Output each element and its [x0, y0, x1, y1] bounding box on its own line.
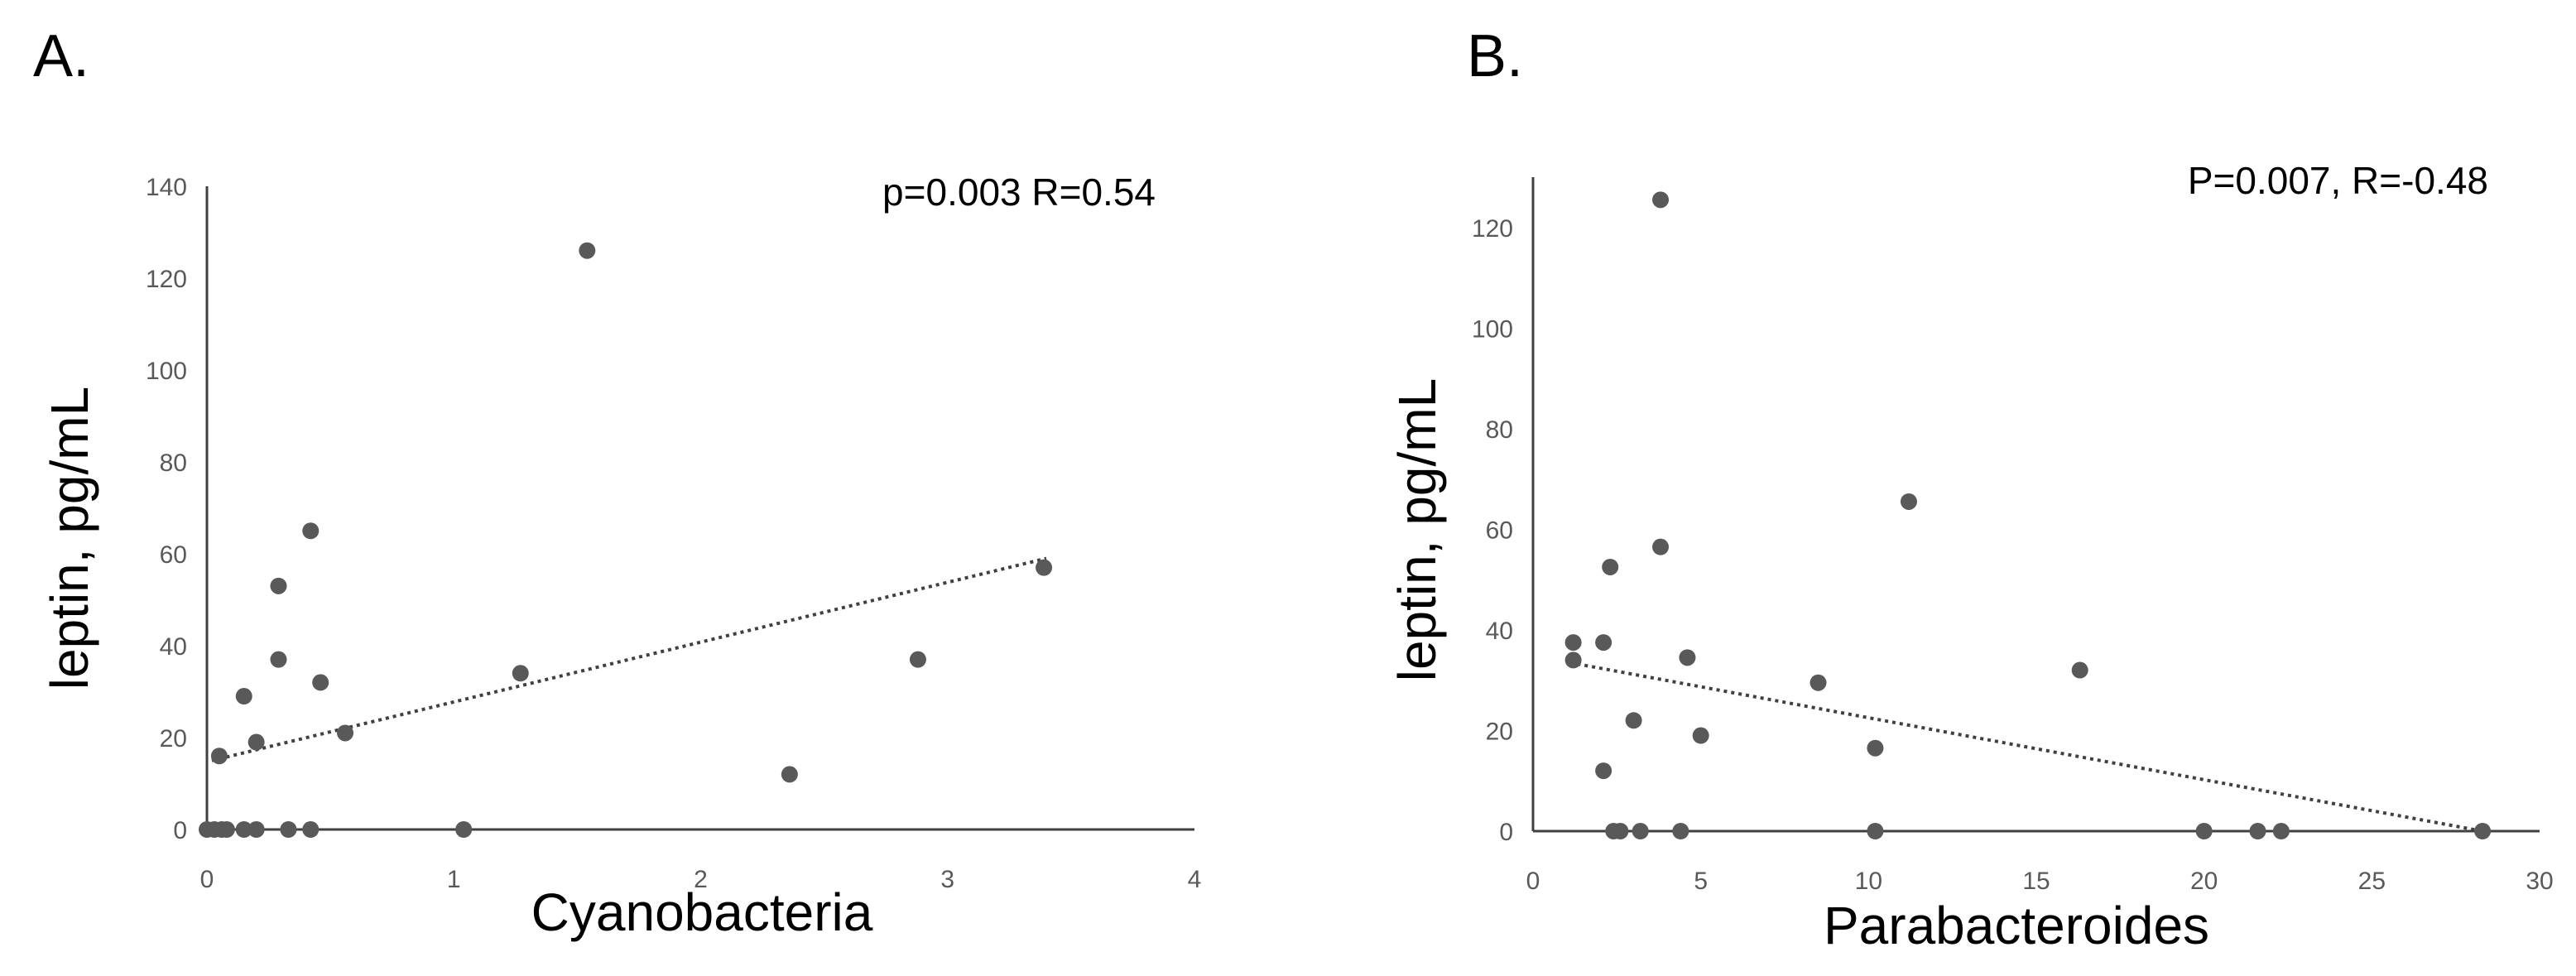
panel-a-points — [199, 242, 1053, 838]
data-point — [579, 242, 596, 259]
y-tick-label: 0 — [173, 817, 187, 844]
x-tick-label: 20 — [2190, 868, 2218, 895]
y-tick-label: 80 — [160, 450, 187, 477]
data-point — [1867, 739, 1884, 757]
data-point — [1036, 559, 1053, 576]
data-point — [1632, 823, 1649, 839]
y-tick-label: 120 — [146, 266, 187, 293]
y-tick-label: 0 — [1499, 819, 1513, 846]
data-point — [302, 821, 320, 838]
data-point — [1809, 674, 1827, 691]
panel-b-ylabel: leptin, pg/mL — [1387, 378, 1447, 681]
data-point — [1867, 823, 1884, 839]
data-point — [1692, 727, 1709, 744]
data-point — [2272, 823, 2290, 839]
panel-a-xlabel: Cyanobacteria — [531, 882, 873, 942]
data-point — [1672, 823, 1689, 839]
panel-b-trendline — [1569, 661, 2483, 833]
data-point — [2071, 661, 2088, 679]
panel-b: B. P=0.007, R=-0.48 leptin, pg/mL Paraba… — [1387, 23, 2554, 955]
y-tick-label: 60 — [1486, 517, 1513, 544]
x-tick-label: 10 — [1855, 868, 1882, 895]
data-point — [235, 688, 252, 705]
data-point — [2474, 823, 2492, 839]
data-point — [312, 674, 329, 691]
y-tick-label: 100 — [1472, 315, 1513, 343]
panel-b-annotation: P=0.007, R=-0.48 — [2188, 159, 2488, 202]
y-tick-label: 120 — [1472, 215, 1513, 243]
x-tick-label: 4 — [1188, 866, 1202, 893]
panel-a-y-ticks: 0 20 40 60 80 100 120 140 — [146, 174, 187, 844]
data-point — [512, 665, 529, 682]
x-tick-label: 1 — [447, 866, 461, 893]
data-point — [1679, 649, 1696, 666]
panel-b-x-ticks: 0 5 10 15 20 25 30 — [1526, 868, 2554, 895]
data-point — [248, 733, 265, 751]
panel-a-annotation: p=0.003 R=0.54 — [882, 171, 1156, 214]
panel-a-x-ticks: 0 1 2 3 4 — [200, 866, 1202, 893]
y-tick-label: 100 — [146, 358, 187, 385]
data-point — [210, 748, 228, 765]
x-tick-label: 5 — [1694, 868, 1708, 895]
x-tick-label: 25 — [2358, 868, 2386, 895]
data-point — [1602, 558, 1619, 575]
y-tick-label: 20 — [160, 725, 187, 752]
panel-a-label: A. — [33, 23, 89, 89]
y-tick-label: 40 — [1486, 618, 1513, 645]
panel-b-xlabel: Parabacteroides — [1824, 896, 2209, 955]
data-point — [248, 821, 265, 838]
panel-a: A. p=0.003 R=0.54 leptin, pg/mL Cyanobac… — [33, 23, 1201, 942]
data-point — [235, 821, 252, 838]
x-tick-label: 3 — [940, 866, 954, 893]
y-tick-label: 40 — [160, 633, 187, 661]
data-point — [1652, 538, 1670, 555]
data-point — [280, 821, 297, 838]
y-tick-label: 60 — [160, 541, 187, 569]
x-tick-label: 0 — [200, 866, 214, 893]
panel-b-label: B. — [1467, 23, 1523, 89]
data-point — [1595, 762, 1612, 780]
data-point — [270, 577, 287, 594]
data-point — [2249, 823, 2266, 839]
panel-b-y-ticks: 0 20 40 60 80 100 120 — [1472, 215, 1513, 846]
data-point — [1625, 712, 1642, 729]
data-point — [302, 522, 320, 540]
data-point — [1564, 634, 1582, 651]
data-point — [1595, 634, 1612, 651]
data-point — [1564, 651, 1582, 669]
data-point — [2195, 823, 2213, 839]
x-tick-label: 2 — [694, 866, 708, 893]
y-tick-label: 140 — [146, 174, 187, 201]
data-point — [909, 651, 926, 668]
data-point — [218, 821, 235, 838]
panel-b-points — [1564, 191, 2492, 839]
data-point — [455, 821, 473, 838]
data-point — [1612, 823, 1629, 839]
data-point — [270, 651, 287, 668]
data-point — [1652, 191, 1670, 209]
data-point — [781, 766, 798, 783]
x-tick-label: 0 — [1526, 868, 1540, 895]
y-tick-label: 80 — [1486, 416, 1513, 444]
x-tick-label: 30 — [2526, 868, 2553, 895]
panel-a-ylabel: leptin, pg/mL — [40, 387, 99, 690]
data-point — [1900, 493, 1917, 510]
panel-a-trendline — [211, 556, 1047, 762]
x-tick-label: 15 — [2022, 868, 2050, 895]
data-point — [337, 724, 354, 742]
y-tick-label: 20 — [1486, 718, 1513, 745]
